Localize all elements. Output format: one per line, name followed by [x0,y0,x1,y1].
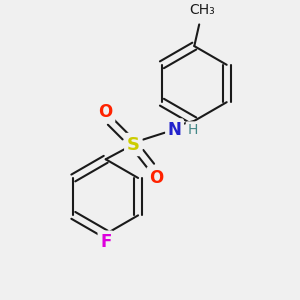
Text: CH₃: CH₃ [189,3,215,16]
Text: O: O [99,103,113,121]
Text: H: H [187,123,197,137]
Text: N: N [168,121,182,139]
Text: S: S [127,136,140,154]
Text: O: O [149,169,163,187]
Text: F: F [100,233,111,251]
